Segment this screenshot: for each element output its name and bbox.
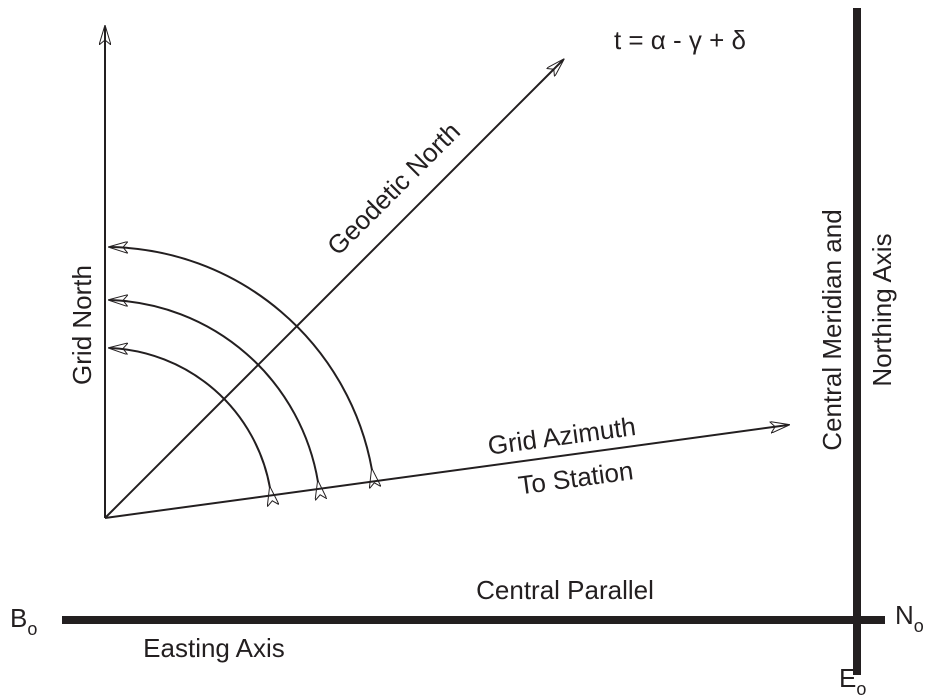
point-n-label: No bbox=[895, 600, 924, 636]
point-e-label: Eo bbox=[839, 663, 866, 699]
central-parallel-label: Central Parallel bbox=[476, 575, 654, 605]
grid-azimuth-arrow bbox=[104, 425, 788, 519]
subscript: o bbox=[856, 679, 866, 699]
easting-axis-label: Easting Axis bbox=[143, 633, 285, 663]
grid-azimuth-label: Grid Azimuth bbox=[486, 411, 638, 461]
point-b: B bbox=[10, 603, 27, 633]
central-meridian-label: Central Meridian and bbox=[817, 209, 847, 450]
grid-azimuth-label: To Station bbox=[516, 455, 635, 500]
point-e: E bbox=[839, 663, 856, 693]
grid-north-label: Grid North bbox=[67, 265, 97, 385]
central-meridian-label: Northing Axis bbox=[867, 233, 897, 386]
arc-middle bbox=[110, 300, 318, 482]
subscript: o bbox=[27, 619, 37, 639]
geodetic-north-label: Geodetic North bbox=[321, 116, 466, 261]
formula: t = α - γ + δ bbox=[614, 25, 746, 55]
arc-inner bbox=[110, 348, 270, 488]
point-n: N bbox=[895, 600, 914, 630]
point-b-label: Bo bbox=[10, 603, 37, 639]
subscript: o bbox=[914, 616, 924, 636]
arc-outer bbox=[110, 247, 372, 470]
